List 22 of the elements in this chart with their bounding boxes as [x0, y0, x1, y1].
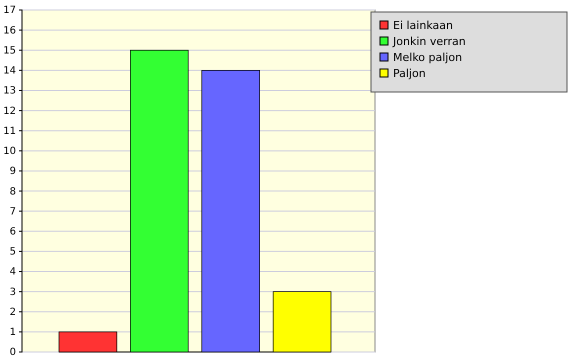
y-tick-label: 10: [3, 146, 16, 158]
y-tick-label: 1: [10, 327, 16, 338]
y-tick-label: 17: [3, 5, 16, 16]
y-tick-label: 0: [10, 347, 16, 358]
y-tick-label: 5: [10, 246, 16, 258]
y-tick-label: 15: [3, 45, 16, 56]
y-tick-label: 9: [10, 166, 16, 178]
legend-label: Paljon: [393, 67, 426, 80]
legend-label: Melko paljon: [393, 51, 462, 64]
y-tick-label: 7: [10, 206, 16, 218]
y-tick-label: 6: [10, 226, 16, 238]
y-tick-label: 14: [3, 66, 16, 77]
legend-label: Ei lainkaan: [393, 19, 453, 32]
y-tick-label: 8: [10, 186, 16, 198]
y-tick-label: 2: [10, 306, 16, 318]
legend-label: Jonkin verran: [392, 35, 466, 48]
y-tick-label: 11: [3, 126, 16, 137]
y-tick-label: 4: [10, 266, 16, 278]
y-tick-label: 12: [3, 106, 16, 117]
y-tick-label: 13: [3, 86, 16, 97]
y-tick-label: 3: [10, 286, 16, 298]
y-tick-label: 16: [3, 25, 16, 36]
